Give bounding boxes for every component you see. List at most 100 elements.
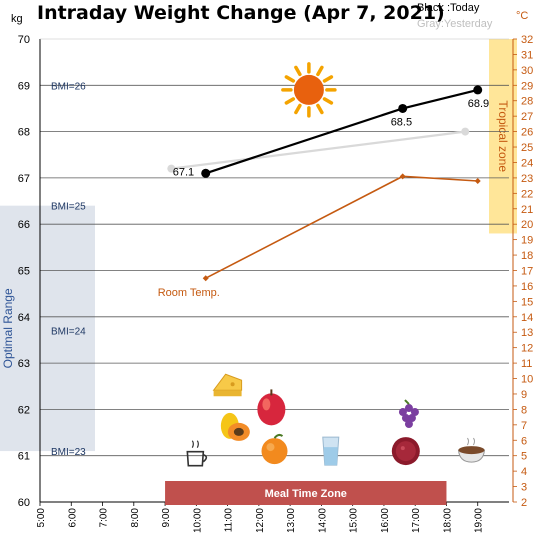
bmi-label: BMI=26 — [51, 81, 86, 92]
bmi-label: BMI=25 — [51, 202, 86, 213]
y2-tick-label: 30 — [521, 65, 533, 77]
y2-tick-label: 17 — [521, 266, 533, 278]
axes: 6061626364656667686970234567891011121314… — [18, 34, 534, 533]
data-point — [167, 164, 176, 173]
x-tick-label: 6:00 — [67, 508, 78, 528]
x-tick-label: 15:00 — [349, 508, 360, 533]
data-point — [474, 177, 481, 184]
y2-tick-label: 29 — [521, 80, 533, 92]
y2-tick-label: 7 — [521, 420, 527, 432]
y2-tick-label: 6 — [521, 435, 527, 447]
orange-icon — [261, 433, 288, 465]
x-tick-label: 19:00 — [474, 508, 485, 533]
optimal-range-zone — [0, 205, 95, 452]
y2-tick-label: 11 — [521, 358, 532, 370]
y2-tick-label: 23 — [521, 173, 533, 185]
y2-tick-label: 22 — [521, 188, 533, 200]
series-line-room-temp- — [205, 175, 478, 279]
y-tick-label: 69 — [18, 80, 30, 92]
meal-time-zone — [165, 481, 447, 505]
y2-tick-label: 19 — [521, 235, 533, 247]
y-tick-label: 70 — [18, 34, 30, 46]
x-tick-label: 11:00 — [224, 508, 235, 533]
x-tick-label: 14:00 — [317, 508, 328, 533]
meal-time-zone-label: Meal Time Zone — [265, 488, 347, 500]
y2-tick-label: 14 — [521, 312, 533, 324]
y2-tick-label: 8 — [521, 404, 527, 416]
chart-title: Intraday Weight Change (Apr 7, 2021) — [37, 2, 445, 24]
y-tick-label: 65 — [18, 266, 30, 278]
berry-bowl-icon — [391, 437, 420, 466]
y-tick-label: 67 — [18, 173, 30, 185]
sun-icon — [281, 62, 337, 118]
data-point — [201, 168, 211, 178]
y2-tick-label: 27 — [521, 111, 533, 123]
x-tick-label: 10:00 — [192, 508, 203, 533]
y-tick-label: 66 — [18, 219, 30, 231]
papaya-icon — [220, 412, 250, 441]
legend-yesterday: Gray:Yesterday — [417, 18, 493, 30]
icons-layer — [186, 62, 486, 467]
y2-tick-label: 4 — [521, 466, 527, 478]
y-tick-label: 62 — [18, 404, 30, 416]
x-tick-label: 9:00 — [161, 508, 172, 528]
x-tick-label: 16:00 — [380, 508, 391, 533]
cheese-icon — [212, 373, 243, 397]
y2-tick-label: 3 — [521, 482, 527, 494]
y2-tick-label: 25 — [521, 142, 533, 154]
y2-tick-label: 16 — [521, 281, 533, 293]
data-point — [473, 85, 483, 95]
y2-tick-label: 31 — [521, 49, 533, 61]
data-label: 68.9 — [468, 98, 489, 110]
y2-tick-label: 13 — [521, 327, 533, 339]
x-tick-label: 18:00 — [442, 508, 453, 533]
y2-tick-label: 10 — [521, 374, 533, 386]
y2-tick-label: 21 — [521, 204, 533, 216]
y-tick-label: 68 — [18, 127, 30, 139]
coffee-cup-icon — [186, 440, 208, 467]
bmi-label: BMI=24 — [51, 327, 86, 338]
y-tick-label: 60 — [18, 497, 30, 509]
y2-tick-label: 28 — [521, 96, 533, 108]
x-tick-label: 8:00 — [130, 508, 141, 528]
y-axis-unit: kg — [11, 13, 23, 25]
y-tick-label: 61 — [18, 451, 30, 463]
y2-tick-label: 24 — [521, 157, 533, 169]
optimal-range-label: Optimal Range — [1, 288, 15, 368]
data-point — [399, 173, 406, 180]
y2-tick-label: 15 — [521, 296, 533, 308]
y2-tick-label: 2 — [521, 497, 527, 509]
y2-tick-label: 32 — [521, 34, 533, 46]
bmi-label: BMI=23 — [51, 447, 86, 458]
y2-tick-label: 26 — [521, 127, 533, 139]
y2-tick-label: 12 — [521, 343, 533, 355]
bmi-labels: BMI=26 BMI=25 BMI=24 BMI=23 — [51, 81, 86, 458]
tropical-zone-label: Tropical zone — [496, 100, 510, 172]
data-label: 68.5 — [391, 116, 412, 128]
y2-tick-label: 5 — [521, 451, 527, 463]
legend-today: Black :Today — [417, 2, 480, 14]
apple-icon — [257, 389, 286, 426]
y2-tick-label: 20 — [521, 219, 533, 231]
soup-bowl-icon — [457, 437, 486, 463]
data-point — [461, 127, 470, 136]
y-tick-label: 63 — [18, 358, 30, 370]
y2-tick-label: 18 — [521, 250, 533, 262]
data-label: 67.1 — [173, 166, 194, 178]
water-glass-icon — [322, 436, 340, 466]
tropical-zone — [489, 39, 517, 234]
y2-axis-unit: °C — [516, 10, 528, 22]
y2-tick-label: 9 — [521, 389, 527, 401]
room-temp-label: Room Temp. — [158, 287, 220, 299]
data-point — [202, 275, 209, 282]
series-line-yesterday — [171, 130, 466, 170]
x-tick-label: 7:00 — [99, 508, 110, 528]
grapes-icon — [398, 399, 419, 429]
x-tick-label: 5:00 — [36, 508, 47, 528]
x-tick-label: 12:00 — [255, 508, 266, 533]
series-layer: 67.1 68.5 68.9 — [167, 85, 489, 282]
y-tick-label: 64 — [18, 312, 30, 324]
x-tick-label: 13:00 — [286, 508, 297, 533]
data-point — [398, 103, 408, 113]
